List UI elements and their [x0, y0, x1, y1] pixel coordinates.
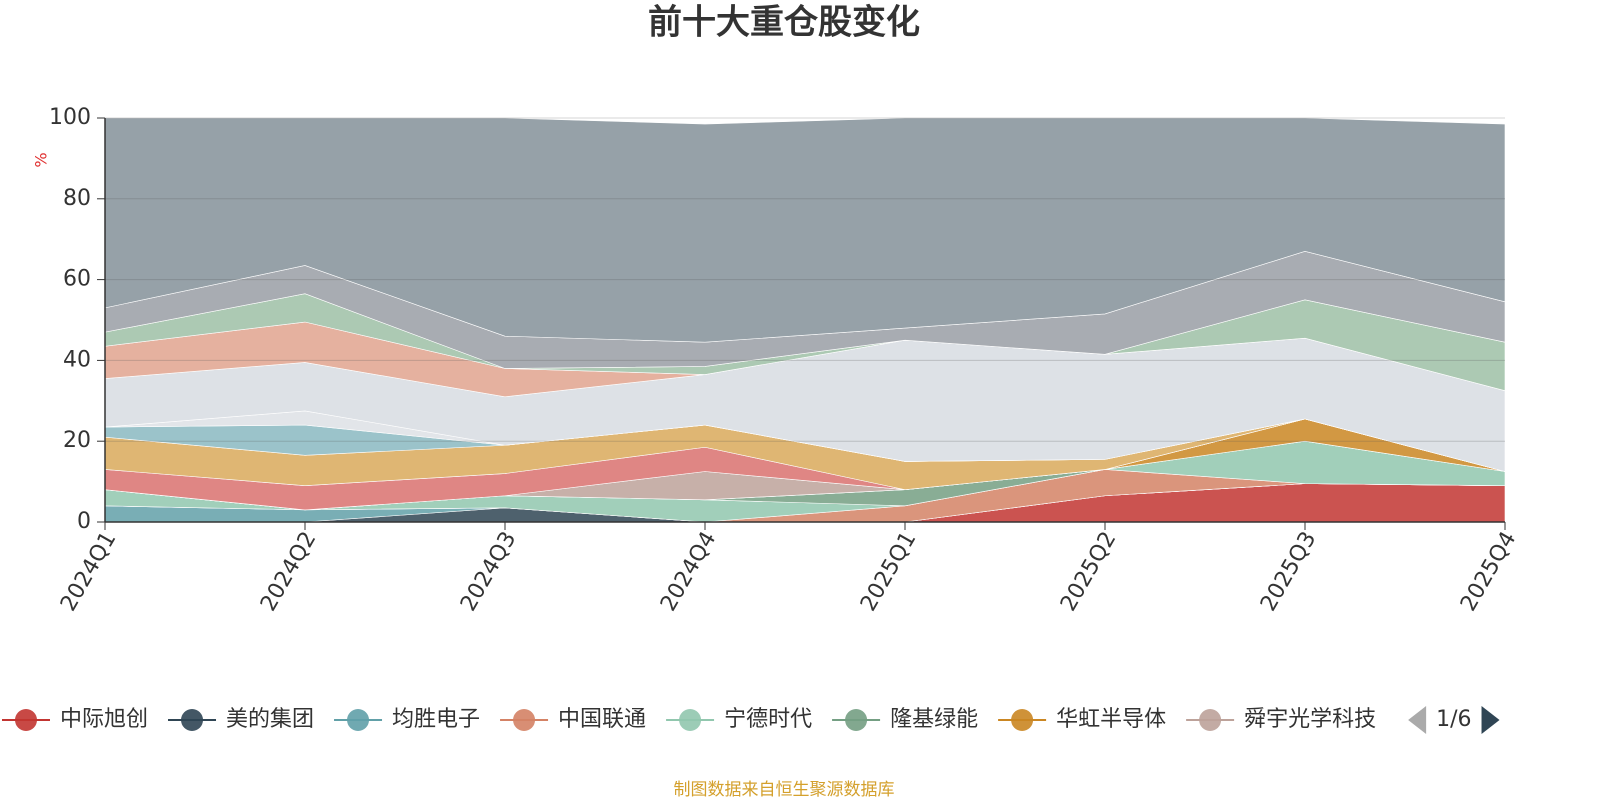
legend-label: 中际旭创: [60, 707, 148, 732]
source-note: 制图数据来自恒生聚源数据库: [674, 780, 895, 800]
legend-next[interactable]: [1481, 706, 1500, 734]
legend-label: 隆基绿能: [890, 707, 978, 732]
x-tick-label: 2024Q2: [256, 528, 321, 616]
legend-item[interactable]: 中际旭创: [2, 707, 148, 732]
legend-page: 1/6: [1436, 707, 1471, 732]
legend-prev[interactable]: [1408, 706, 1427, 734]
legend-marker: [845, 709, 868, 731]
legend-marker: [15, 709, 37, 731]
legend-marker: [1199, 709, 1222, 731]
x-tick-label: 2024Q4: [656, 528, 721, 616]
x-tick-label: 2024Q3: [456, 528, 521, 616]
legend-item[interactable]: 华虹半导体: [998, 707, 1166, 732]
x-tick-label: 2024Q1: [56, 528, 121, 616]
legend-item[interactable]: 均胜电子: [334, 707, 480, 732]
x-tick-label: 2025Q1: [856, 528, 921, 616]
legend-item[interactable]: 舜宇光学科技: [1186, 707, 1376, 732]
legend-label: 舜宇光学科技: [1244, 707, 1376, 732]
legend-label: 均胜电子: [392, 707, 480, 732]
legend-marker: [181, 709, 204, 731]
legend-label: 宁德时代: [724, 707, 812, 732]
y-tick-label: 40: [63, 347, 91, 372]
y-tick-label: 60: [63, 267, 91, 292]
x-tick-label: 2025Q4: [1456, 528, 1521, 616]
x-tick-label: 2025Q2: [1056, 528, 1121, 616]
y-axis-label: %: [32, 152, 51, 167]
plot-area: [104, 117, 1506, 523]
x-tick-label: 2025Q3: [1256, 528, 1321, 616]
chart-title: 前十大重仓股变化: [648, 3, 920, 43]
legend-item[interactable]: 中国联通: [500, 707, 646, 732]
y-tick-label: 20: [63, 428, 91, 453]
legend-label: 中国联通: [558, 707, 646, 732]
y-tick-label: 0: [77, 509, 91, 534]
legend-marker: [679, 709, 702, 731]
legend-marker: [347, 709, 370, 731]
legend-item[interactable]: 隆基绿能: [832, 707, 978, 732]
legend-item[interactable]: 美的集团: [168, 707, 314, 732]
legend-marker: [1011, 709, 1034, 731]
y-tick-label: 100: [49, 105, 91, 130]
legend-label: 华虹半导体: [1056, 707, 1166, 732]
legend-label: 美的集团: [226, 707, 314, 732]
legend-item[interactable]: 宁德时代: [666, 707, 812, 732]
legend-marker: [513, 709, 536, 731]
y-tick-label: 80: [63, 186, 91, 211]
area: [104, 117, 1506, 343]
